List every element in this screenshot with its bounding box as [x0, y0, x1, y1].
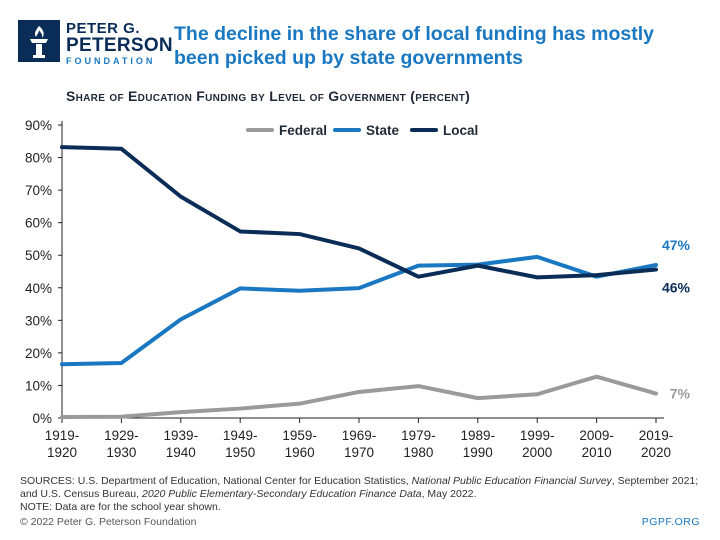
- sources-text-3: , May 2022.: [421, 488, 477, 500]
- end-label-federal: 7%: [670, 386, 691, 402]
- legend-label-state: State: [366, 123, 400, 138]
- website-link[interactable]: PGPF.ORG: [641, 516, 700, 528]
- chart-legend: Federal State Local: [246, 123, 478, 138]
- y-tick-label: 80%: [25, 151, 52, 166]
- y-tick-label: 50%: [25, 248, 52, 263]
- x-tick-label: 1929-1930: [104, 428, 139, 460]
- end-label-local: 46%: [662, 280, 691, 296]
- sources-survey-title: National Public Education Financial Surv…: [411, 475, 612, 487]
- y-tick-label: 0%: [32, 411, 52, 426]
- copyright: © 2022 Peter G. Peterson Foundation: [20, 516, 197, 528]
- data-note: NOTE: Data are for the school year shown…: [20, 501, 221, 513]
- sources-note: SOURCES: U.S. Department of Education, N…: [20, 475, 700, 514]
- line-chart: 0% 10% 20% 30% 40% 50% 60% 70% 80% 90% 1919-1920 19…: [25, 118, 691, 460]
- headline: The decline in the share of local fundin…: [174, 23, 654, 69]
- end-label-state: 47%: [662, 237, 691, 253]
- series-line-federal: [60, 374, 658, 420]
- y-tick-label: 60%: [25, 216, 52, 231]
- legend-label-federal: Federal: [279, 123, 327, 138]
- x-tick-label: 1989-1990: [461, 428, 496, 460]
- y-tick-label: 90%: [25, 118, 52, 133]
- x-tick-label: 1969-1970: [342, 428, 377, 460]
- label-layer: 7% 47% 46%: [662, 237, 691, 402]
- x-tick-label: 1949-1950: [223, 428, 258, 460]
- y-tick-label: 70%: [25, 183, 52, 198]
- x-tick-label: 1979-1980: [401, 428, 436, 460]
- series-line-state: [60, 254, 658, 367]
- brand-line-3: FOUNDATION: [66, 56, 156, 66]
- legend-label-local: Local: [443, 123, 478, 138]
- brand-line-2: PETERSON: [66, 35, 173, 56]
- x-tick-label: 1939-1940: [164, 428, 199, 460]
- x-tick-label: 1959-1960: [282, 428, 317, 460]
- y-tick-label: 40%: [25, 281, 52, 296]
- x-tick-label: 2019-2020: [639, 428, 674, 460]
- series-line-local: [60, 145, 658, 280]
- x-tick-label: 1999-2000: [520, 428, 555, 460]
- sources-census-title: 2020 Public Elementary-Secondary Educati…: [142, 488, 422, 500]
- sources-text-1: SOURCES: U.S. Department of Education, N…: [20, 475, 412, 487]
- y-tick-label: 30%: [25, 313, 52, 328]
- sources-text-2: , September 2021; and U.S. Census Bureau…: [20, 475, 699, 500]
- y-tick-label: 20%: [25, 346, 52, 361]
- series-layer: [60, 145, 658, 420]
- chart-title: Share of Education Funding by Level of G…: [66, 88, 471, 104]
- torch-logo-icon: [18, 20, 60, 62]
- brand-logo: PETER G. PETERSON FOUNDATION: [18, 20, 173, 68]
- brand-line-1: PETER G.: [66, 20, 141, 37]
- x-tick-label: 1919-1920: [45, 428, 80, 460]
- axis-layer: 0% 10% 20% 30% 40% 50% 60% 70% 80% 90% 1919-1920 19…: [25, 118, 673, 460]
- y-tick-label: 10%: [25, 378, 52, 393]
- x-tick-label: 2009-2010: [579, 428, 614, 460]
